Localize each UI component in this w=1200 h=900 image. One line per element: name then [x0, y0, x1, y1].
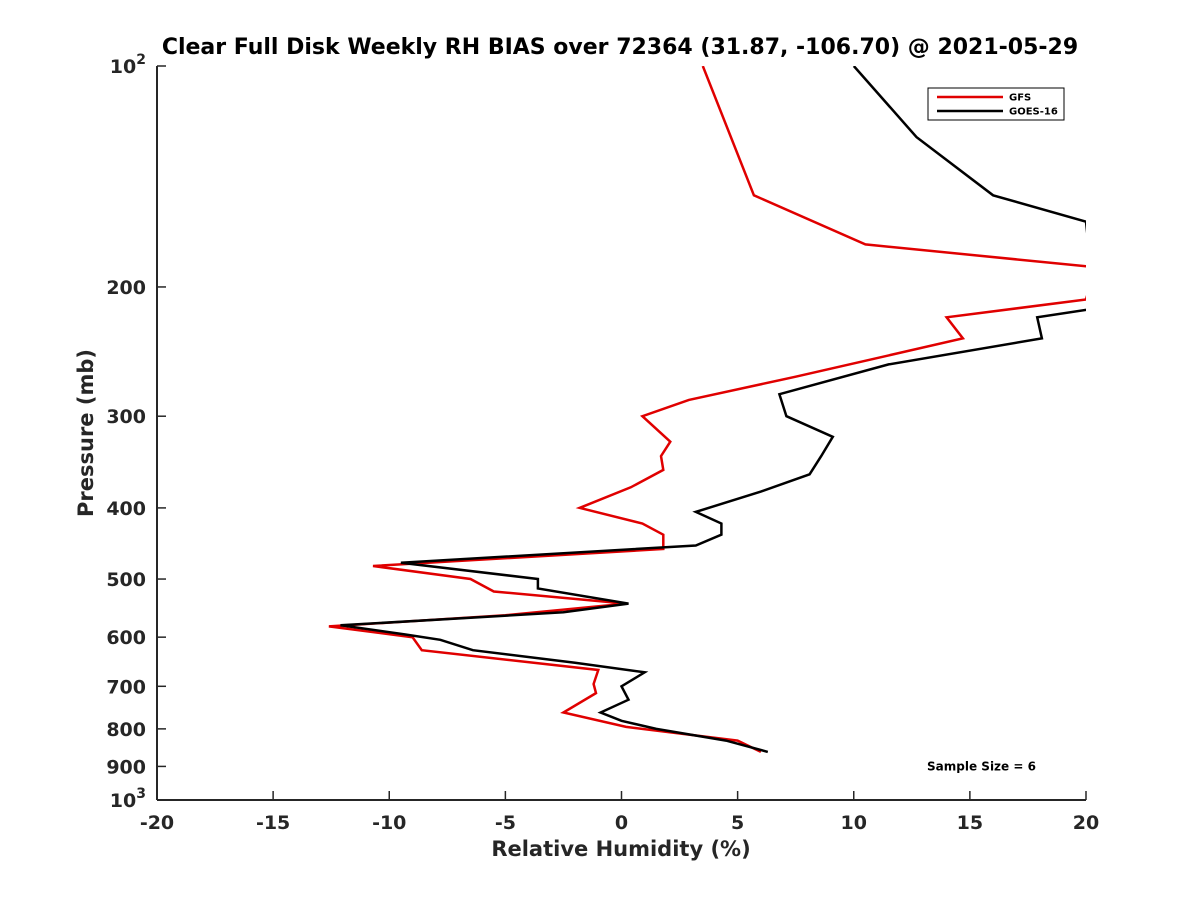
y-tick-label: 300	[106, 406, 146, 428]
series-line-gfs	[328, 66, 1086, 754]
x-axis-label: Relative Humidity (%)	[491, 837, 750, 861]
x-tick-label: -20	[140, 812, 174, 834]
x-ticks: -20 -15 -10 -5 0 5 10 15 20	[140, 791, 1099, 834]
y-tick-label: 400	[106, 498, 146, 520]
x-tick-label: 0	[615, 812, 628, 834]
x-tick-label: 15	[957, 812, 983, 834]
y-tick-label: 700	[106, 676, 146, 698]
legend-label: GFS	[1009, 93, 1031, 104]
x-tick-label: -15	[256, 812, 290, 834]
sample-size-note: Sample Size = 6	[927, 759, 1036, 773]
x-tick-label: 20	[1073, 812, 1099, 834]
legend-box	[927, 87, 1065, 121]
y-tick-label: 800	[106, 719, 146, 741]
y-tick-label: 103	[110, 786, 146, 812]
x-tick-label: -5	[495, 812, 516, 834]
x-tick-label: 5	[731, 812, 744, 834]
y-tick-label: 600	[106, 627, 146, 649]
series-layer	[328, 66, 1086, 754]
x-tick-label: 10	[841, 812, 867, 834]
y-ticks: 102 200 300 400 500 600 700 800 900 103	[106, 52, 166, 812]
y-tick-label: 200	[106, 277, 146, 299]
y-axis-label: Pressure (mb)	[74, 349, 98, 517]
legend: GFS GOES-16	[927, 87, 1065, 121]
x-tick-label: -10	[372, 812, 406, 834]
legend-label: GOES-16	[1009, 107, 1058, 118]
chart-title: Clear Full Disk Weekly RH BIAS over 7236…	[162, 35, 1078, 60]
annotations: Sample Size = 6	[927, 759, 1036, 773]
y-tick-label: 500	[106, 569, 146, 591]
y-tick-label: 900	[106, 756, 146, 778]
series-line-goes-16	[340, 66, 1086, 754]
axes-layer	[156, 66, 1086, 801]
y-tick-label: 102	[110, 52, 146, 78]
